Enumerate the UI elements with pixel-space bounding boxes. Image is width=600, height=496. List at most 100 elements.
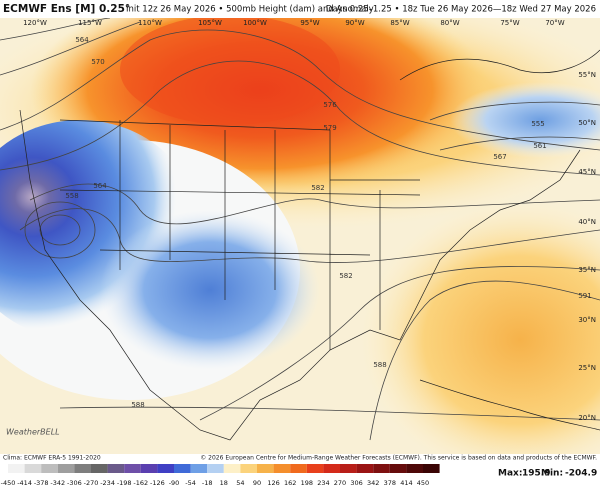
colorbar-label: 270 xyxy=(334,479,346,487)
latitude-label: 55°N xyxy=(578,71,596,79)
colorbar-label: -306 xyxy=(67,479,82,487)
colorbar-swatch xyxy=(57,464,75,473)
max-label: Max: xyxy=(498,469,522,479)
colorbar-swatch xyxy=(207,464,224,473)
colorbar-swatch xyxy=(124,464,141,473)
min-value: -204.9 xyxy=(565,469,597,479)
colorbar-label: -54 xyxy=(185,479,196,487)
latitude-label: 35°N xyxy=(578,266,596,274)
longitude-label: 100°W xyxy=(243,19,267,27)
colorbar-swatch xyxy=(257,464,274,473)
colorbar-swatch xyxy=(340,464,357,473)
longitude-label: 75°W xyxy=(500,19,519,27)
colorbar-swatch xyxy=(389,464,407,473)
contour-label: 582 xyxy=(311,184,324,192)
max-value: 195.9 xyxy=(522,469,550,479)
longitude-label: 110°W xyxy=(138,19,162,27)
colorbar-label: -450 xyxy=(1,479,16,487)
colorbar-swatch xyxy=(406,464,423,473)
contour-label: 579 xyxy=(323,124,336,132)
colorbar-label: -378 xyxy=(34,479,49,487)
colorbar-label: -198 xyxy=(117,479,132,487)
longitude-label: 115°W xyxy=(78,19,102,27)
copyright: © 2026 European Centre for Medium-Range … xyxy=(200,455,597,462)
colorbar-label: 90 xyxy=(253,479,261,487)
colorbar-label: 414 xyxy=(400,479,412,487)
contour-label: 588 xyxy=(373,361,386,369)
latitude-label: 50°N xyxy=(578,119,596,127)
contour-label: 591 xyxy=(578,292,591,300)
colorbar-label: 126 xyxy=(267,479,279,487)
contour-label: 576 xyxy=(323,101,337,109)
longitude-label: 90°W xyxy=(345,19,364,27)
colorbar-swatch xyxy=(140,464,158,473)
colorbar-swatch xyxy=(223,464,241,473)
colorbar-swatch xyxy=(174,464,191,473)
contour-label: 570 xyxy=(91,58,104,66)
colorbar-label: -162 xyxy=(133,479,148,487)
latitude-label: 25°N xyxy=(578,364,596,372)
contour-label: 564 xyxy=(93,182,107,190)
contour-label: 588 xyxy=(131,401,144,409)
contour-label: 567 xyxy=(493,153,506,161)
longitude-labels: 120°W 115°W 110°W 105°W 100°W 95°W 90°W 85°W 80°… xyxy=(23,19,565,27)
colorbar-label: 162 xyxy=(284,479,296,487)
colorbar-label: 54 xyxy=(236,479,244,487)
longitude-label: 105°W xyxy=(198,19,222,27)
latitude-label: 45°N xyxy=(578,168,596,176)
min-label: Min: xyxy=(541,469,563,479)
colorbar-swatch xyxy=(107,464,125,473)
colorbar-swatch xyxy=(8,464,25,473)
colorbar-swatch xyxy=(356,464,374,473)
colorbar-swatch xyxy=(323,464,340,473)
contour-labels: 564 570 576 579 582 558 564 555 561 567 591 588 582 5… xyxy=(65,36,591,409)
colorbar-swatch xyxy=(373,464,390,473)
colorbar-label: 18 xyxy=(220,479,228,487)
colorbar-swatch xyxy=(190,464,208,473)
colorbar-swatch xyxy=(74,464,91,473)
colorbar-swatch xyxy=(240,464,257,473)
description: Init 12z 26 May 2026 • 500mb Height (dam… xyxy=(126,5,374,15)
latitude-label: 20°N xyxy=(578,414,596,422)
colorbar-label: -18 xyxy=(202,479,213,487)
colorbar-label: -342 xyxy=(50,479,65,487)
colorbar-label: -270 xyxy=(84,479,99,487)
colorbar-swatch xyxy=(24,464,42,473)
colorbar-label: -90 xyxy=(169,479,180,487)
colorbar-label: 306 xyxy=(350,479,362,487)
colorbar-swatch xyxy=(157,464,174,473)
colorbar-label: 198 xyxy=(301,479,313,487)
latitude-label: 30°N xyxy=(578,316,596,324)
colorbar-label: 342 xyxy=(367,479,379,487)
map xyxy=(0,18,600,454)
longitude-label: 120°W xyxy=(23,19,47,27)
clima-note: Clima: ECMWF ERA-5 1991-2020 xyxy=(3,455,101,462)
longitude-label: 85°W xyxy=(390,19,409,27)
contour-label: 558 xyxy=(65,192,78,200)
longitude-label: 95°W xyxy=(300,19,319,27)
contour-label: 561 xyxy=(533,142,546,150)
colorbar-label: 450 xyxy=(417,479,429,487)
latitude-labels: 55°N 50°N 45°N 40°N 35°N 30°N 25°N 20°N xyxy=(578,71,596,422)
contour-label: 564 xyxy=(75,36,89,44)
colorbar-swatch xyxy=(290,464,307,473)
colorbar: -450 -414 -378 -342 -306 -270 -234 -198 -162 -126… xyxy=(1,464,440,487)
latitude-label: 40°N xyxy=(578,218,596,226)
colorbar-label: -414 xyxy=(17,479,32,487)
colorbar-swatch xyxy=(306,464,324,473)
colorbar-label: 378 xyxy=(384,479,396,487)
colorbar-swatch xyxy=(41,464,58,473)
contour-label: 582 xyxy=(339,272,352,280)
colorbar-swatch xyxy=(423,464,440,473)
logo: WeatherBELL xyxy=(6,428,60,437)
colorbar-swatch xyxy=(91,464,108,473)
contour-label: 555 xyxy=(531,120,544,128)
valid-time: Days 0.25–1.25 • 18z Tue 26 May 2026—18z… xyxy=(326,5,596,15)
longitude-label: 80°W xyxy=(440,19,459,27)
max-min: Max: 195.9 Min: -204.9 xyxy=(498,469,597,479)
colorbar-label: -234 xyxy=(100,479,115,487)
longitude-label: 70°W xyxy=(545,19,564,27)
colorbar-swatch xyxy=(273,464,291,473)
model-title: ECMWF Ens [M] 0.25° xyxy=(3,3,130,15)
